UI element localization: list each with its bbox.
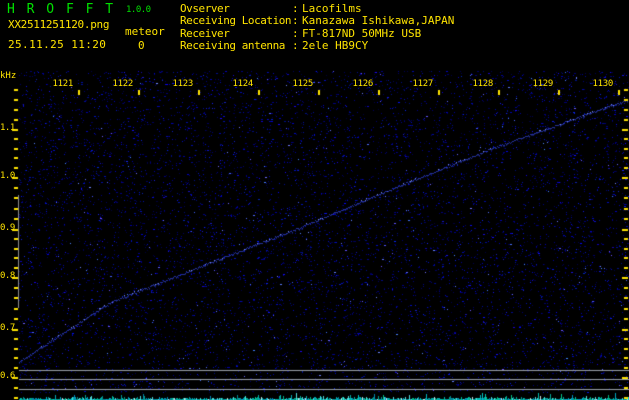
time-tick-label: 1125	[292, 79, 314, 89]
info-label: Receiver	[180, 26, 230, 40]
freq-tick-label: 0.9	[0, 223, 15, 233]
output-filename: XX2511251120.png	[8, 18, 110, 31]
info-label: Ovserver	[180, 2, 230, 15]
info-value: Kanazawa Ishikawa,JAPAN	[302, 14, 455, 28]
time-tick-label: 1124	[232, 79, 254, 89]
info-row: Receiving Location: Kanazawa Ishikawa,JAP…	[180, 15, 454, 27]
start-datetime: 25.11.25 11:20	[8, 38, 107, 51]
app-title: H R O F F T	[7, 2, 116, 17]
info-separator: :	[292, 39, 299, 53]
time-tick-label: 1122	[112, 79, 134, 89]
info-label: Receiving Location	[180, 14, 292, 28]
time-tick-label: 1127	[412, 79, 434, 89]
info-separator: :	[292, 14, 299, 28]
freq-tick-label: 0.8	[0, 271, 15, 281]
time-tick-label: 1121	[52, 79, 74, 89]
info-value: Lacofilms	[302, 2, 362, 15]
freq-tick-label: 1.1	[0, 123, 15, 133]
freq-tick-label: 0.7	[0, 323, 15, 333]
freq-tick-label: 0.6	[0, 371, 15, 381]
info-label: Receiving antenna	[180, 39, 285, 53]
info-row: Receiver: FT-817ND 50MHz USB	[180, 26, 454, 40]
info-value: 2ele HB9CY	[302, 39, 369, 53]
app-version: 1.0.0	[126, 5, 151, 15]
time-tick-label: 1128	[472, 79, 494, 89]
info-row: Receiving antenna:2ele HB9CY	[180, 40, 454, 52]
info-separator: :	[292, 26, 299, 40]
freq-axis-unit: kHz	[0, 71, 17, 81]
time-tick-label: 1129	[532, 79, 554, 89]
meteor-count: 0	[138, 39, 145, 52]
station-info-block: Ovserver: Lacofilms Receiving Location: Kan…	[180, 2, 454, 53]
time-tick-label: 1123	[172, 79, 194, 89]
time-tick-label: 1126	[352, 79, 374, 89]
time-tick-label: 1130	[592, 79, 614, 89]
info-value: FT-817ND 50MHz USB	[302, 26, 422, 40]
freq-tick-label: 1.0	[0, 171, 15, 181]
info-separator: :	[292, 2, 299, 15]
mode-label: meteor	[125, 25, 165, 38]
info-row: Ovserver: Lacofilms	[180, 2, 454, 15]
